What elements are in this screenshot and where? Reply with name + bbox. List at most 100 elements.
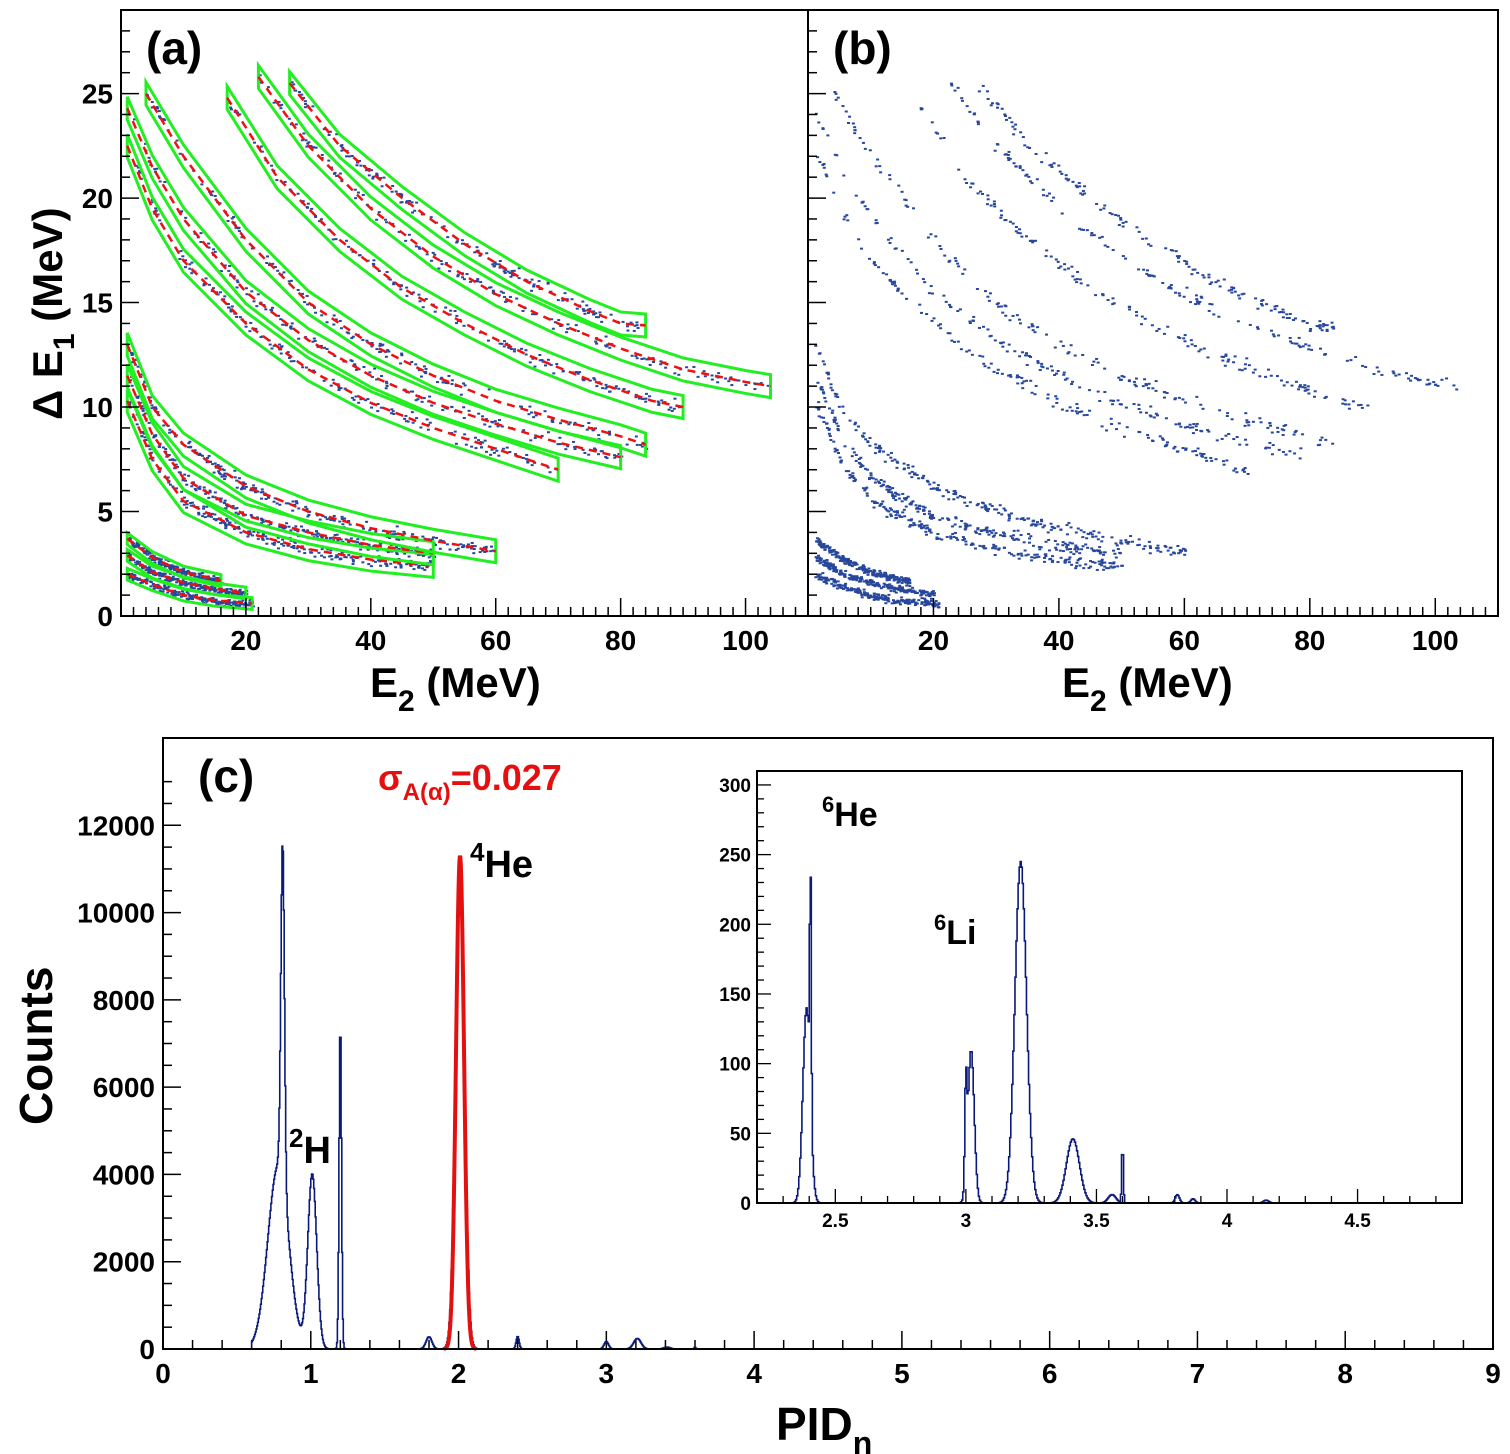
b-band-point bbox=[1217, 315, 1221, 318]
b-band-point bbox=[1078, 410, 1082, 413]
a-band-point bbox=[210, 194, 214, 197]
b-band-point bbox=[1297, 344, 1301, 347]
inset-xtick-label: 3 bbox=[961, 1211, 972, 1232]
b-band-point bbox=[819, 544, 823, 547]
b-band-point bbox=[1000, 513, 1004, 516]
a-band-point bbox=[635, 321, 639, 324]
b-band-point bbox=[1137, 230, 1141, 233]
a-band-point bbox=[222, 469, 226, 472]
a-band-point bbox=[203, 598, 207, 601]
b-band-point bbox=[993, 205, 997, 208]
b-band-point bbox=[1190, 343, 1194, 346]
b-band-point bbox=[1285, 316, 1289, 319]
a-band-point bbox=[153, 574, 157, 577]
a-band-point bbox=[521, 456, 525, 459]
a-band-point bbox=[450, 379, 454, 382]
b-band-point bbox=[1119, 218, 1123, 221]
a-band-point bbox=[181, 572, 185, 575]
b-band-point bbox=[935, 536, 939, 539]
b-band-point bbox=[1193, 450, 1197, 453]
b-band-point bbox=[1027, 175, 1031, 178]
b-band-point bbox=[876, 158, 880, 161]
b-band-point bbox=[999, 341, 1003, 344]
b-band-point bbox=[844, 586, 848, 589]
b-band-point bbox=[1244, 412, 1248, 415]
b-band-point bbox=[1238, 297, 1242, 300]
a-band-point bbox=[456, 275, 460, 278]
b-band-point bbox=[904, 601, 908, 604]
a-band-point bbox=[439, 260, 443, 263]
b-band-point bbox=[1220, 355, 1224, 358]
b-band-point bbox=[1245, 443, 1249, 446]
b-band-point bbox=[827, 579, 831, 582]
a-band-point bbox=[183, 496, 187, 499]
a-band-point bbox=[574, 324, 578, 327]
a-band-point bbox=[418, 247, 422, 250]
a-band-point bbox=[376, 410, 380, 413]
b-band-point bbox=[896, 511, 900, 514]
b-band-point bbox=[1105, 429, 1109, 432]
a-band-point bbox=[347, 554, 351, 557]
b-band-point bbox=[1182, 337, 1186, 340]
a-band-point bbox=[271, 262, 275, 265]
a-band-point bbox=[303, 301, 307, 304]
a-band-point bbox=[347, 155, 351, 158]
a-band-point bbox=[319, 218, 323, 221]
a-band-point bbox=[375, 546, 379, 549]
a-band-point bbox=[528, 405, 532, 408]
a-band-point bbox=[375, 218, 379, 221]
b-band-point bbox=[1281, 316, 1285, 319]
a-band-point bbox=[353, 363, 357, 366]
b-band-point bbox=[1206, 356, 1210, 359]
b-band-point bbox=[872, 592, 876, 595]
b-band-point bbox=[1199, 295, 1203, 298]
inset-ytick-label: 200 bbox=[719, 915, 751, 936]
b-band-point bbox=[850, 589, 854, 592]
a-band-point bbox=[140, 581, 144, 584]
panel-c-fit-layer bbox=[443, 855, 477, 1351]
a-band-point bbox=[483, 550, 487, 553]
a-band-point bbox=[488, 425, 492, 428]
a-band-point bbox=[378, 342, 382, 345]
b-band-point bbox=[1313, 395, 1317, 398]
a-band-point bbox=[328, 555, 332, 558]
a-band-point bbox=[254, 487, 258, 490]
b-band-point bbox=[884, 572, 888, 575]
b-band-point bbox=[1028, 355, 1032, 358]
a-band-point bbox=[517, 277, 521, 280]
b-band-point bbox=[909, 502, 913, 505]
b-band-point bbox=[897, 497, 901, 500]
a-band-point bbox=[214, 599, 218, 602]
a-band-point bbox=[314, 146, 318, 149]
a-band-point bbox=[181, 592, 185, 595]
a-band-point bbox=[189, 585, 193, 588]
b-band-point bbox=[960, 99, 964, 102]
b-band-point bbox=[825, 578, 829, 581]
annotation-6He: 6He bbox=[822, 792, 878, 834]
b-band-point bbox=[854, 453, 858, 456]
b-band-point bbox=[1052, 196, 1056, 199]
b-band-point bbox=[833, 419, 837, 422]
b-band-point bbox=[929, 599, 933, 602]
b-band-point bbox=[1360, 406, 1364, 409]
b-band-point bbox=[862, 571, 866, 574]
a-band-point bbox=[383, 218, 387, 221]
b-band-point bbox=[1067, 521, 1071, 524]
a-band-point bbox=[540, 434, 544, 437]
a-band-point bbox=[208, 491, 212, 494]
a-band-point bbox=[219, 522, 223, 525]
a-band-point bbox=[356, 161, 360, 164]
a-band-point bbox=[540, 359, 544, 362]
b-band-point bbox=[1127, 305, 1131, 308]
b-band-point bbox=[910, 601, 914, 604]
b-band-point bbox=[1020, 382, 1024, 385]
b-band-point bbox=[1195, 298, 1199, 301]
b-band-point bbox=[1078, 552, 1082, 555]
a-band-point bbox=[519, 405, 523, 408]
a-band-point bbox=[259, 491, 263, 494]
b-band-point bbox=[937, 602, 941, 605]
b-band-point bbox=[1264, 446, 1268, 449]
a-band-point bbox=[429, 561, 433, 564]
b-band-point bbox=[1162, 332, 1166, 335]
b-band-point bbox=[1069, 551, 1073, 554]
